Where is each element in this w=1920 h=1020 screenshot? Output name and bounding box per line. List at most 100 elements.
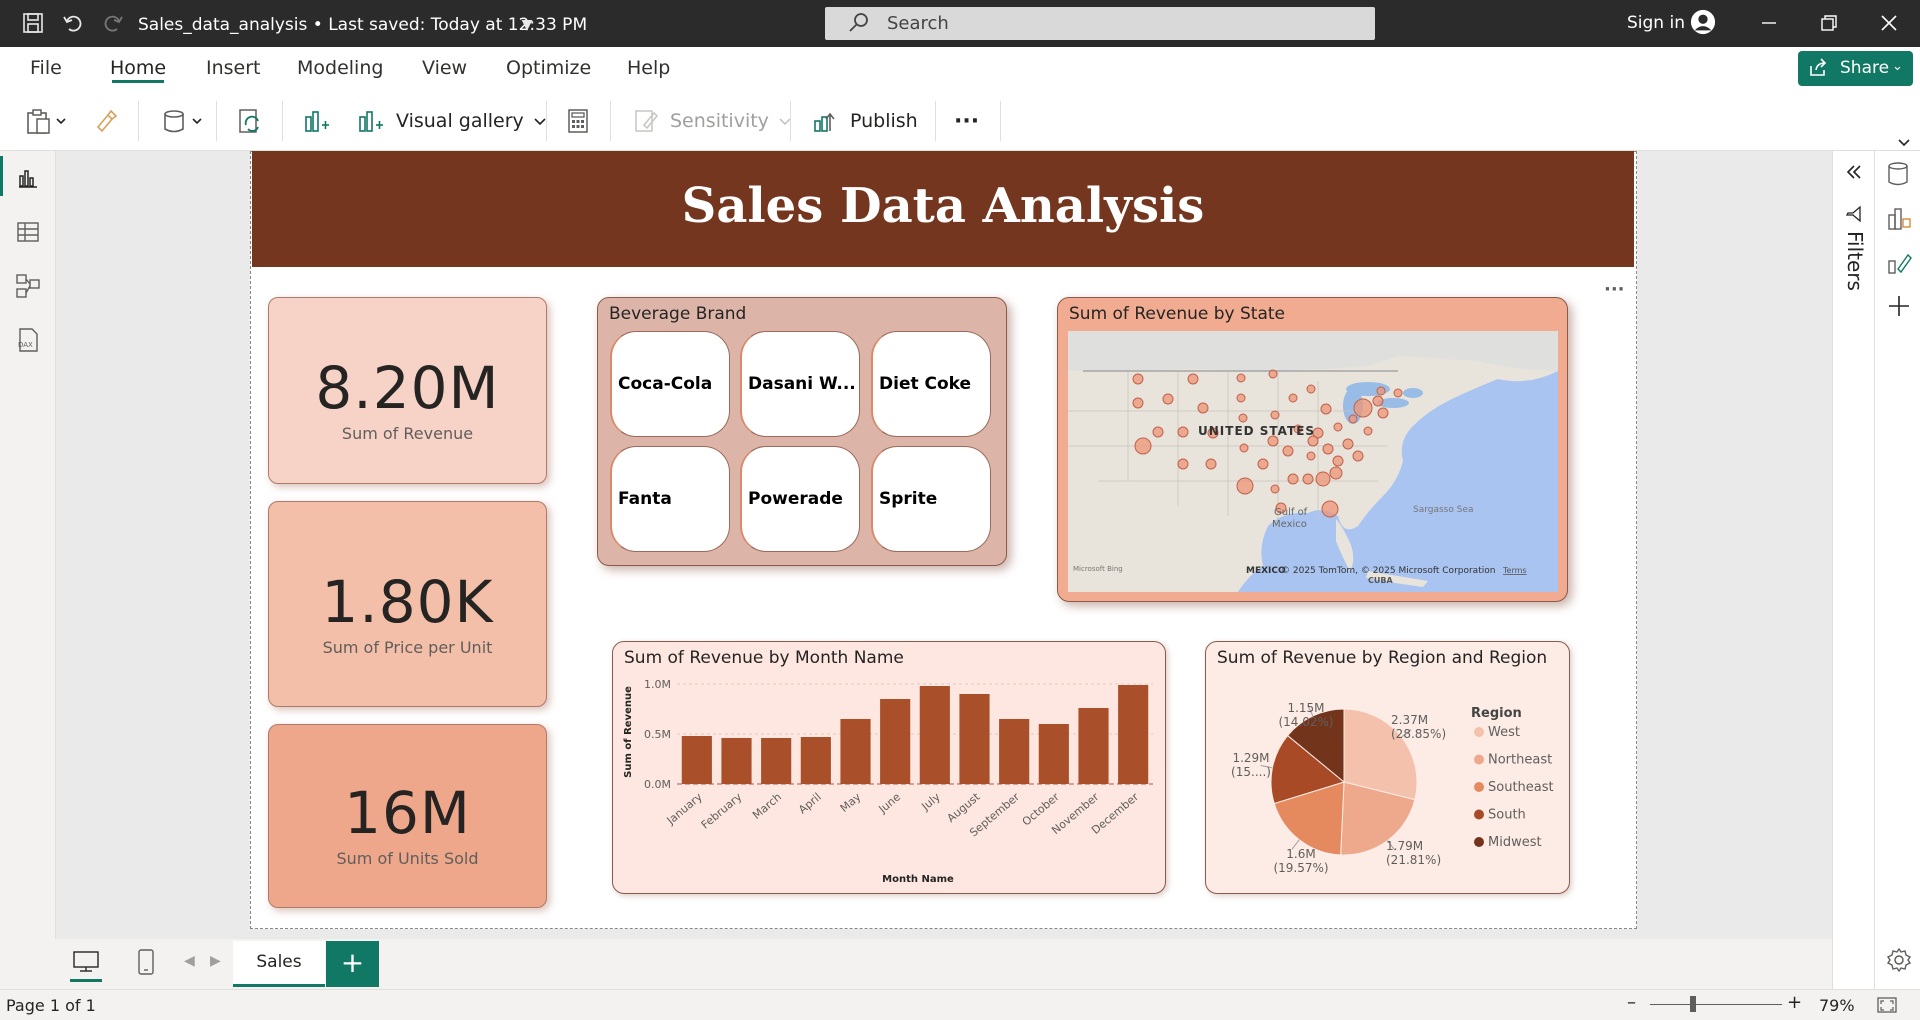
zoom-slider[interactable] xyxy=(1650,1004,1782,1005)
save-icon[interactable] xyxy=(20,10,46,36)
model-view-icon[interactable] xyxy=(13,271,43,301)
calculator-icon[interactable] xyxy=(564,107,592,135)
settings-gear-icon[interactable] xyxy=(1886,947,1912,977)
file-title[interactable]: Sales_data_analysis • Last saved: Today … xyxy=(138,15,588,35)
visual-gallery-label: Visual gallery xyxy=(396,110,524,132)
kpi-card-revenue[interactable]: 8.20M Sum of Revenue xyxy=(268,297,547,484)
legend-item: Midwest xyxy=(1488,835,1542,850)
bar xyxy=(919,686,950,784)
map-terms-link: Terms xyxy=(1502,566,1527,575)
account-icon[interactable] xyxy=(1690,9,1716,35)
legend-marker xyxy=(1474,837,1484,847)
menu-view[interactable]: View xyxy=(422,57,468,79)
kpi-card-price-per-unit[interactable]: 1.80K Sum of Price per Unit xyxy=(268,501,547,707)
zoom-out-button[interactable]: – xyxy=(1627,992,1636,1013)
next-page-icon[interactable]: ▶ xyxy=(210,953,221,969)
menu-file[interactable]: File xyxy=(30,57,62,79)
slicer-title: Beverage Brand xyxy=(609,304,747,324)
bar-chart-plot[interactable]: Sum of Revenue Month Name 0.0M0.5M1.0MJa… xyxy=(613,672,1165,892)
map-attribution: © 2025 TomTom, © 2025 Microsoft Corporat… xyxy=(1281,566,1495,576)
menu-home[interactable]: Home xyxy=(110,57,167,79)
visual-more-options-icon[interactable]: ··· xyxy=(1604,279,1625,300)
fit-to-page-icon[interactable] xyxy=(1876,996,1898,1018)
map-cuba-label: CUBA xyxy=(1368,576,1393,585)
visualizations-pane-icon[interactable] xyxy=(1886,205,1912,235)
y-tick-label: 0.5M xyxy=(644,728,671,741)
x-tick-label: February xyxy=(699,790,745,832)
map-sea-label: Sargasso Sea xyxy=(1413,505,1474,515)
pie-leader-line xyxy=(1401,729,1412,738)
filters-label: Filters xyxy=(1843,231,1867,291)
slicer-item-dasani[interactable]: Dasani W... xyxy=(740,331,860,437)
kpi-card-units-sold[interactable]: 16M Sum of Units Sold xyxy=(268,724,547,908)
slicer-item-coca-cola[interactable]: Coca-Cola xyxy=(610,331,730,437)
add-pane-icon[interactable] xyxy=(1886,293,1912,323)
sensitivity-button[interactable]: Sensitivity xyxy=(632,107,795,135)
slicer-item-sprite[interactable]: Sprite xyxy=(871,446,991,552)
get-data-button[interactable] xyxy=(160,107,206,135)
redo-icon[interactable] xyxy=(100,10,126,36)
chevron-down-icon xyxy=(534,118,546,126)
bar-chart-xlabel: Month Name xyxy=(882,874,954,885)
view-switcher: DAX xyxy=(0,151,56,989)
previous-page-icon[interactable]: ◀ xyxy=(184,953,195,969)
mobile-layout-icon[interactable] xyxy=(136,948,156,980)
bar xyxy=(1118,685,1149,784)
zoom-slider-thumb[interactable] xyxy=(1690,996,1696,1012)
new-visual-icon[interactable] xyxy=(302,107,330,135)
x-tick-label: March xyxy=(750,790,784,822)
expand-pane-icon[interactable] xyxy=(1843,161,1865,187)
legend-item: South xyxy=(1488,808,1526,823)
search-placeholder: Search xyxy=(887,13,949,34)
share-label: Share xyxy=(1840,58,1890,78)
share-button[interactable]: Share ⌄ xyxy=(1798,51,1913,86)
menu-help[interactable]: Help xyxy=(627,57,671,79)
refresh-icon[interactable] xyxy=(236,107,264,135)
publish-label: Publish xyxy=(850,110,918,132)
sign-in-button[interactable]: Sign in xyxy=(1627,13,1685,33)
undo-icon[interactable] xyxy=(60,10,86,36)
slicer-item-fanta[interactable]: Fanta xyxy=(610,446,730,552)
map-visual[interactable]: UNITED STATES Gulf of Mexico Sargasso Se… xyxy=(1068,331,1558,592)
slicer-item-diet-coke[interactable]: Diet Coke xyxy=(871,331,991,437)
data-pane-icon[interactable] xyxy=(1886,161,1910,191)
pie-data-label-percent: (28.85%) xyxy=(1391,727,1446,741)
revenue-by-month-chart: Sum of Revenue by Month Name Sum of Reve… xyxy=(612,641,1166,894)
map-country-label: UNITED STATES xyxy=(1198,424,1315,438)
collapse-ribbon-icon[interactable] xyxy=(1896,129,1912,157)
menu-optimize[interactable]: Optimize xyxy=(506,57,592,79)
more-options-button[interactable]: ··· xyxy=(954,108,980,134)
pie-leader-line xyxy=(1260,765,1273,769)
title-dropdown-icon[interactable]: ▼ xyxy=(521,17,533,33)
menu-modeling[interactable]: Modeling xyxy=(297,57,384,79)
menu-insert[interactable]: Insert xyxy=(206,57,261,79)
filters-pane-collapsed[interactable]: Filters xyxy=(1832,151,1874,989)
restore-icon[interactable] xyxy=(1816,10,1842,36)
visual-gallery-button[interactable]: Visual gallery xyxy=(356,107,550,135)
legend-marker xyxy=(1474,754,1484,765)
format-painter-icon[interactable] xyxy=(92,107,120,135)
format-pane-icon[interactable] xyxy=(1886,249,1912,279)
pie-chart-plot[interactable]: Region 2.37M(28.85%) West 1.79M(21.81%) Nor… xyxy=(1206,672,1569,892)
pie-data-label-percent: (15....) xyxy=(1231,765,1271,779)
revenue-by-region-chart: Sum of Revenue by Region and Region Regi… xyxy=(1205,641,1570,894)
paste-button[interactable] xyxy=(24,107,70,135)
zoom-in-button[interactable]: + xyxy=(1787,992,1803,1013)
desktop-layout-icon[interactable] xyxy=(70,949,102,982)
search-input[interactable]: Search xyxy=(825,7,1375,40)
pie-data-label-percent: (21.81%) xyxy=(1386,853,1441,867)
report-view-icon[interactable] xyxy=(13,163,43,193)
ribbon-toolbar: Visual gallery Sensitivity Publish ··· xyxy=(0,89,1920,151)
sensitivity-label: Sensitivity xyxy=(670,110,769,132)
slicer-item-powerade[interactable]: Powerade xyxy=(740,446,860,552)
dax-query-view-icon[interactable]: DAX xyxy=(13,325,43,355)
add-page-button[interactable]: + xyxy=(326,941,379,987)
kpi-label: Sum of Price per Unit xyxy=(322,638,493,657)
minimize-icon[interactable] xyxy=(1756,10,1782,36)
legend-marker xyxy=(1474,782,1484,792)
close-icon[interactable] xyxy=(1876,10,1902,36)
page-tab-sales[interactable]: Sales xyxy=(233,941,325,987)
publish-button[interactable]: Publish xyxy=(812,107,918,135)
table-view-icon[interactable] xyxy=(13,217,43,247)
kpi-label: Sum of Units Sold xyxy=(336,849,479,868)
